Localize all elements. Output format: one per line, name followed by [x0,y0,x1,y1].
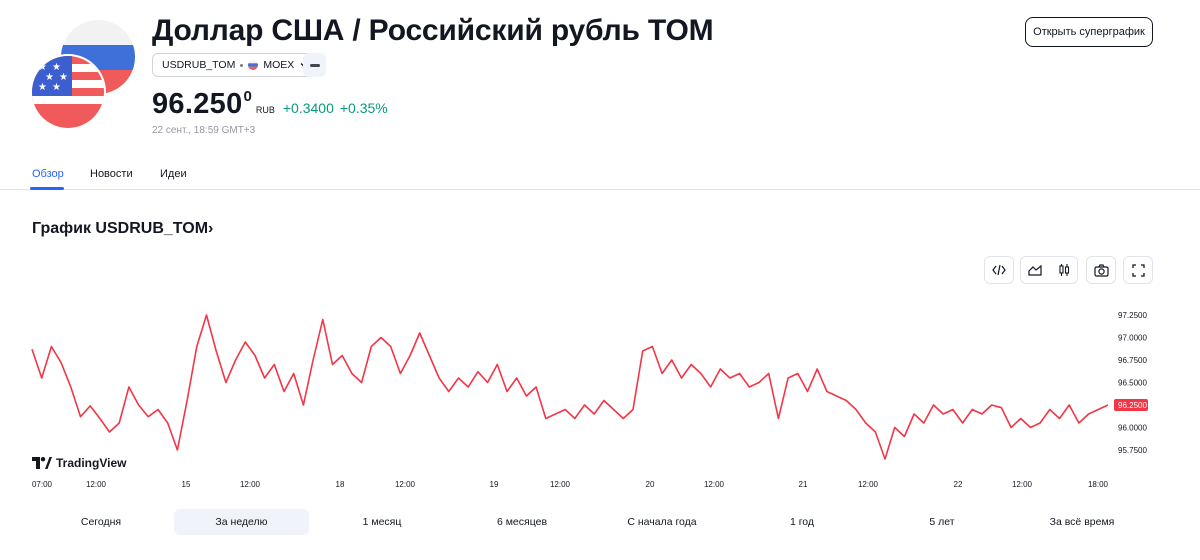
more-button[interactable] [303,53,326,77]
fullscreen-button[interactable] [1123,256,1153,284]
x-tick-label: 18:00 [1088,480,1109,489]
fullscreen-icon [1131,263,1145,277]
open-supercharts-button[interactable]: Открыть суперграфик [1025,17,1153,47]
svg-text:★: ★ [52,82,61,93]
x-tick-label: 22 [954,480,963,489]
y-tick-label: 96.5000 [1118,379,1147,388]
x-tick-label: 21 [799,480,808,489]
usd-rub-flags-icon: ★ ★ ★ ★ ★ ★ [30,20,135,130]
area-style-button[interactable] [1021,257,1049,283]
tradingview-logo-icon [32,457,52,469]
x-tick-label: 19 [490,480,499,489]
x-tick-label: 12:00 [858,480,879,489]
embed-code-button[interactable] [984,256,1014,284]
plot-area [31,314,1109,460]
range-6-months[interactable]: 6 месяцев [496,516,548,528]
x-tick-label: 18 [336,480,345,489]
tradingview-brand: TradingView [32,456,126,470]
x-tick-label: 12:00 [550,480,571,489]
range-1-month[interactable]: 1 месяц [362,516,402,528]
y-axis: 97.2500 97.0000 96.7500 96.5000 96.2500 96.00… [1114,311,1148,455]
price-block: 96.250 0 RUB +0.3400 +0.35% [152,88,388,121]
symbol-label: USDRUB_TOM [162,59,236,71]
price-timestamp: 22 сент., 18:59 GMT+3 [152,125,256,136]
range-ytd[interactable]: С начала года [627,516,697,528]
y-tick-label: 97.2500 [1118,311,1147,320]
last-price-extra-digit: 0 [243,88,252,105]
y-tick-label: 96.7500 [1118,356,1147,365]
candles-icon [1058,264,1069,276]
snapshot-button[interactable] [1086,256,1116,284]
x-tick-label: 07:00 [32,480,53,489]
chart-heading-link[interactable]: График USDRUB_TOM› [32,220,214,237]
page-title: Доллар США / Российский рубль TOM [152,14,714,47]
price-line-chart[interactable]: 97.2500 97.0000 96.7500 96.5000 96.2500 96.00… [0,290,1200,500]
exchange-label: MOEX [263,59,295,71]
x-tick-label: 12:00 [395,480,416,489]
x-tick-label: 12:00 [240,480,261,489]
svg-text:★: ★ [38,62,47,73]
range-today[interactable]: Сегодня [80,516,122,528]
separator-dot [240,63,244,67]
y-tick-label: 96.0000 [1118,424,1147,433]
last-value-badge [1114,399,1148,411]
active-tab-indicator [30,187,64,190]
chart-style-group [1020,256,1078,284]
range-week[interactable]: За неделю [174,509,309,535]
camera-icon [1093,263,1109,277]
x-tick-label: 15 [182,480,191,489]
svg-text:★: ★ [38,82,47,93]
time-range-selector: Сегодня За неделю 1 месяц 6 месяцев С на… [30,509,1170,535]
x-tick-label: 12:00 [704,480,725,489]
y-tick-label: 95.7500 [1118,446,1147,455]
change-percent: +0.35% [339,100,388,116]
range-5-years[interactable]: 5 лет [929,516,955,528]
embed-code-icon [992,264,1006,276]
last-value-label: 96.2500 [1118,401,1147,410]
last-price: 96.250 [152,88,243,120]
currency-label: RUB [255,105,275,115]
change-absolute: +0.3400 [282,100,334,116]
russia-flag-icon [248,60,259,70]
svg-text:★: ★ [52,62,61,73]
series-line [31,314,1109,460]
brand-label: TradingView [56,456,127,470]
tab-ideas[interactable]: Идеи [160,168,187,180]
range-all-time[interactable]: За всё время [1049,516,1115,528]
tab-overview[interactable]: Обзор [32,168,64,180]
symbol-exchange-selector[interactable]: USDRUB_TOM MOEX [152,53,320,77]
y-tick-label: 97.0000 [1118,334,1147,343]
x-tick-label: 12:00 [86,480,107,489]
range-1-year[interactable]: 1 год [789,516,815,528]
svg-text:★: ★ [59,72,68,83]
tab-news[interactable]: Новости [90,168,133,180]
svg-text:★: ★ [45,72,54,83]
section-tabs: Обзор Новости Идеи [0,158,1200,190]
candles-style-button[interactable] [1050,257,1077,283]
minus-icon [309,63,320,67]
area-chart-icon [1028,264,1042,276]
x-tick-label: 20 [646,480,655,489]
x-tick-label: 12:00 [1012,480,1033,489]
symbol-logo: ★ ★ ★ ★ ★ ★ [30,20,140,130]
x-axis: 07:00 12:00 15 12:00 18 12:00 19 12:00 20 12:00 21… [32,480,1109,489]
